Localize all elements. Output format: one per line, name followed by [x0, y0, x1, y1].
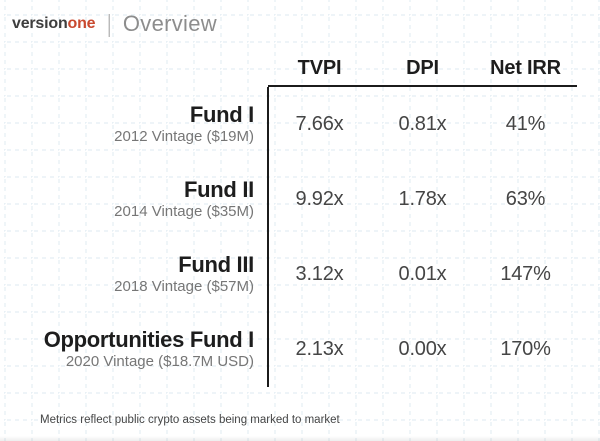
page-title: Overview	[122, 11, 217, 36]
tvpi-value: 2.13x	[295, 338, 344, 360]
brand-wordmark-accent: one	[67, 15, 96, 32]
dpi-value: 0.81x	[398, 113, 447, 135]
bottom-edge-shade	[0, 436, 600, 441]
fund-vintage: 2020 Vintage ($18.7M USD)	[65, 353, 254, 371]
table-body: Fund I 2012 Vintage ($19M) 7.66x 0.81x 4…	[0, 87, 577, 387]
fund-label-cell: Fund I 2012 Vintage ($19M)	[0, 102, 268, 147]
column-header-net-irr: Net IRR	[490, 57, 561, 79]
brand-header: versionone | Overview	[12, 11, 217, 37]
tvpi-value: 3.12x	[295, 263, 344, 285]
fund-name: Fund III	[178, 251, 254, 277]
table-top-rule	[268, 85, 577, 87]
tvpi-value: 7.66x	[295, 113, 344, 135]
fund-vintage: 2018 Vintage ($57M)	[114, 278, 254, 296]
fund-name: Opportunities Fund I	[43, 326, 255, 352]
brand-divider: |	[107, 9, 112, 38]
table-row: Opportunities Fund I 2020 Vintage ($18.7…	[0, 312, 577, 387]
fund-vintage: 2012 Vintage ($19M)	[114, 128, 254, 146]
column-header-tvpi: TVPI	[297, 57, 342, 79]
net-irr-value: 147%	[500, 263, 551, 285]
metrics-footnote: Metrics reflect public crypto assets bei…	[40, 414, 340, 426]
net-irr-value: 41%	[505, 113, 546, 135]
dpi-value: 0.01x	[398, 263, 447, 285]
net-irr-value: 63%	[505, 188, 546, 210]
table-left-rule	[267, 87, 269, 387]
fund-label-cell: Fund II 2014 Vintage ($35M)	[0, 177, 268, 222]
fund-label-cell: Fund III 2018 Vintage ($57M)	[0, 252, 268, 297]
brand-wordmark-primary: version	[12, 15, 68, 32]
dpi-value: 1.78x	[398, 188, 447, 210]
fund-name: Fund I	[189, 101, 254, 127]
table-header-row: TVPI DPI Net IRR	[0, 55, 577, 85]
dpi-value: 0.00x	[398, 338, 447, 360]
fund-vintage: 2014 Vintage ($35M)	[114, 203, 254, 221]
fund-label-cell: Opportunities Fund I 2020 Vintage ($18.7…	[0, 327, 268, 372]
fund-metrics-table: TVPI DPI Net IRR Fund I 2012 Vintage ($1…	[0, 55, 577, 387]
tvpi-value: 9.92x	[295, 188, 344, 210]
table-row: Fund I 2012 Vintage ($19M) 7.66x 0.81x 4…	[0, 87, 577, 162]
brand-wordmark: versionone	[12, 15, 96, 33]
fund-name: Fund II	[184, 176, 254, 202]
table-row: Fund III 2018 Vintage ($57M) 3.12x 0.01x…	[0, 237, 577, 312]
net-irr-value: 170%	[500, 338, 551, 360]
table-row: Fund II 2014 Vintage ($35M) 9.92x 1.78x …	[0, 162, 577, 237]
column-header-dpi: DPI	[406, 57, 439, 79]
